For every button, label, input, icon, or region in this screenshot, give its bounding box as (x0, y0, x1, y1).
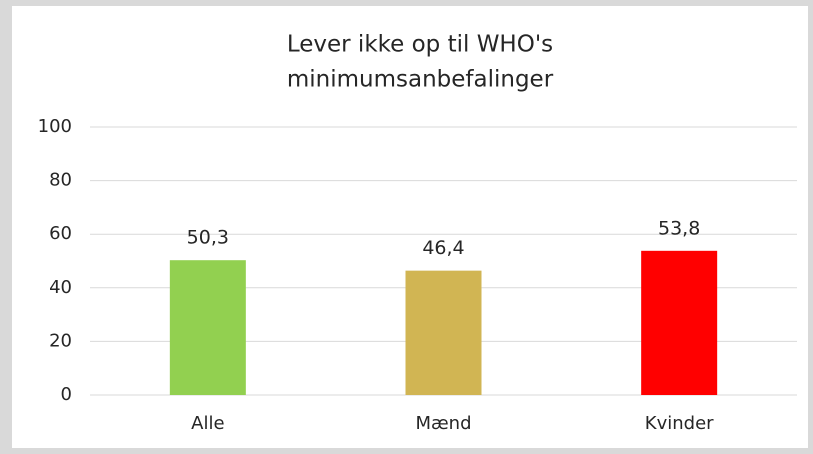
chart-title: Lever ikke op til WHO's (287, 32, 553, 58)
y-tick-label: 20 (49, 330, 72, 351)
bar (641, 250, 718, 395)
x-tick-label: Mænd (415, 413, 471, 434)
y-tick-label: 40 (49, 277, 72, 298)
y-tick-label: 80 (49, 170, 72, 191)
bar (405, 270, 482, 395)
data-label: 46,4 (422, 237, 464, 259)
x-tick-label: Alle (191, 413, 224, 434)
chart-title: minimumsanbefalinger (287, 67, 554, 93)
data-label: 50,3 (187, 227, 229, 249)
x-tick-label: Kvinder (645, 413, 714, 434)
y-tick-label: 100 (38, 116, 72, 137)
bar (169, 260, 246, 395)
data-label: 53,8 (658, 217, 700, 239)
y-tick-label: 60 (49, 223, 72, 244)
y-tick-label: 0 (61, 384, 72, 405)
